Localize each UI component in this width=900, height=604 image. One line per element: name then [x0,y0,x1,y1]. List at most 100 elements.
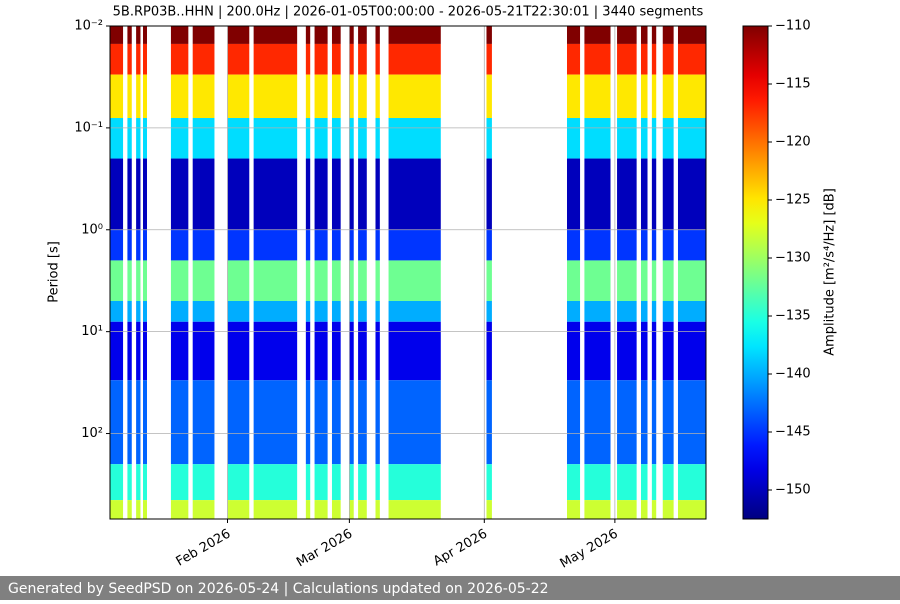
cell [349,300,354,322]
cell [143,26,147,44]
cell [192,26,215,44]
cell [566,380,581,465]
cell [358,321,367,381]
cell [375,321,380,381]
cell [143,158,147,230]
cell [227,26,250,44]
cell [375,229,380,261]
cell [143,74,147,119]
cell [486,260,492,301]
cell [651,500,657,519]
cell [349,158,354,230]
cell [651,260,657,301]
cell [486,118,492,159]
cell [314,260,328,301]
cell [584,380,611,465]
cell [677,321,706,381]
cell [349,321,354,381]
cell [566,118,581,159]
cell [662,260,674,301]
cell [136,380,141,465]
cell [227,380,250,465]
cell [314,158,328,230]
cell [349,260,354,301]
cell [662,464,674,501]
cell [358,229,367,261]
cell [677,74,706,119]
cell [584,43,611,75]
cell [170,74,189,119]
cell [358,158,367,230]
cell [253,260,298,301]
cell [143,229,147,261]
cell [331,158,341,230]
cell [192,260,215,301]
cell [358,260,367,301]
cell [110,300,124,322]
cell [584,229,611,261]
cell [192,321,215,381]
cell [349,118,354,159]
cell [192,74,215,119]
cell [584,300,611,322]
cell [227,229,250,261]
cell [136,74,141,119]
cell [677,229,706,261]
cell [375,300,380,322]
cell [584,118,611,159]
cell [314,321,328,381]
cell [314,300,328,322]
cell [486,321,492,381]
colorbar-tick-label: −140 [775,367,811,382]
cell [314,74,328,119]
cell [584,158,611,230]
cell [640,74,648,119]
cell [110,118,124,159]
cell [136,300,141,322]
cell [388,118,441,159]
cell [127,300,132,322]
cell [677,464,706,501]
x-tick-label: Feb 2026 [174,527,234,570]
colorbar-tick-label: −150 [775,483,811,498]
cell [651,158,657,230]
cell [227,74,250,119]
cell [331,74,341,119]
cell [584,260,611,301]
cell [253,74,298,119]
cell [651,43,657,75]
cell [136,26,141,44]
cell [331,43,341,75]
cell [331,260,341,301]
cell [305,464,311,501]
cell [617,500,637,519]
cell [358,26,367,44]
cell [651,26,657,44]
x-tick-label: Mar 2026 [294,527,355,571]
cell [170,43,189,75]
cell [227,321,250,381]
cell [677,118,706,159]
cell [127,74,132,119]
y-tick-label: 10⁻¹ [74,120,103,135]
cell [143,300,147,322]
cell [192,464,215,501]
cell [662,26,674,44]
cell [227,43,250,75]
cell [305,380,311,465]
cell [358,464,367,501]
cell [651,74,657,119]
cell [192,500,215,519]
cell [349,464,354,501]
cell [127,321,132,381]
cell [566,300,581,322]
cell [349,500,354,519]
cell [305,118,311,159]
cell [127,380,132,465]
cell [662,118,674,159]
cell [331,500,341,519]
cell [253,26,298,44]
footer-text: Generated by SeedPSD on 2026-05-24 | Cal… [8,581,549,597]
cell [253,229,298,261]
